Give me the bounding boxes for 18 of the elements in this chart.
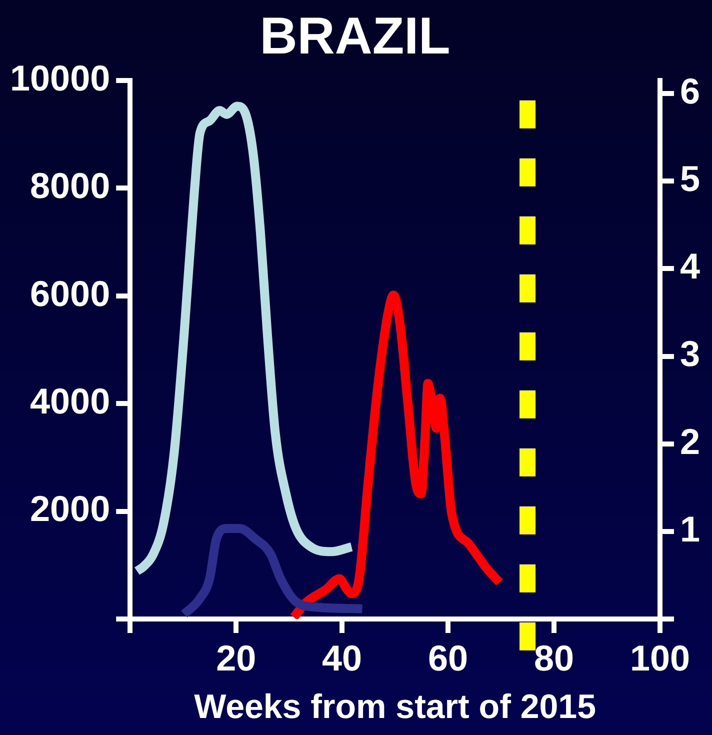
x-axis-title: Weeks from start of 2015 [194,688,596,726]
x-tick-label: 20 [216,638,256,679]
y-tick-label: 4000 [30,380,110,422]
y2-tick-label: 4 [680,246,700,287]
y2-tick-label: 3 [680,333,700,374]
x-tick-label: 100 [630,638,690,679]
y-tick-label: 6000 [30,272,110,314]
x-tick-label: 60 [428,638,468,679]
y2-tick-label: 5 [680,158,700,200]
x-tick-label: 40 [322,638,362,679]
y-tick-label: 8000 [30,165,110,206]
y2-tick-label: 6 [680,70,700,112]
y2-tick-label: 1 [680,508,700,550]
y2-tick-label: 2 [680,420,700,462]
chart-title: BRAZIL [260,8,450,66]
y-tick-label: 10000 [10,57,110,98]
x-tick-label: 80 [534,638,574,679]
y-tick-label: 2000 [30,488,110,530]
